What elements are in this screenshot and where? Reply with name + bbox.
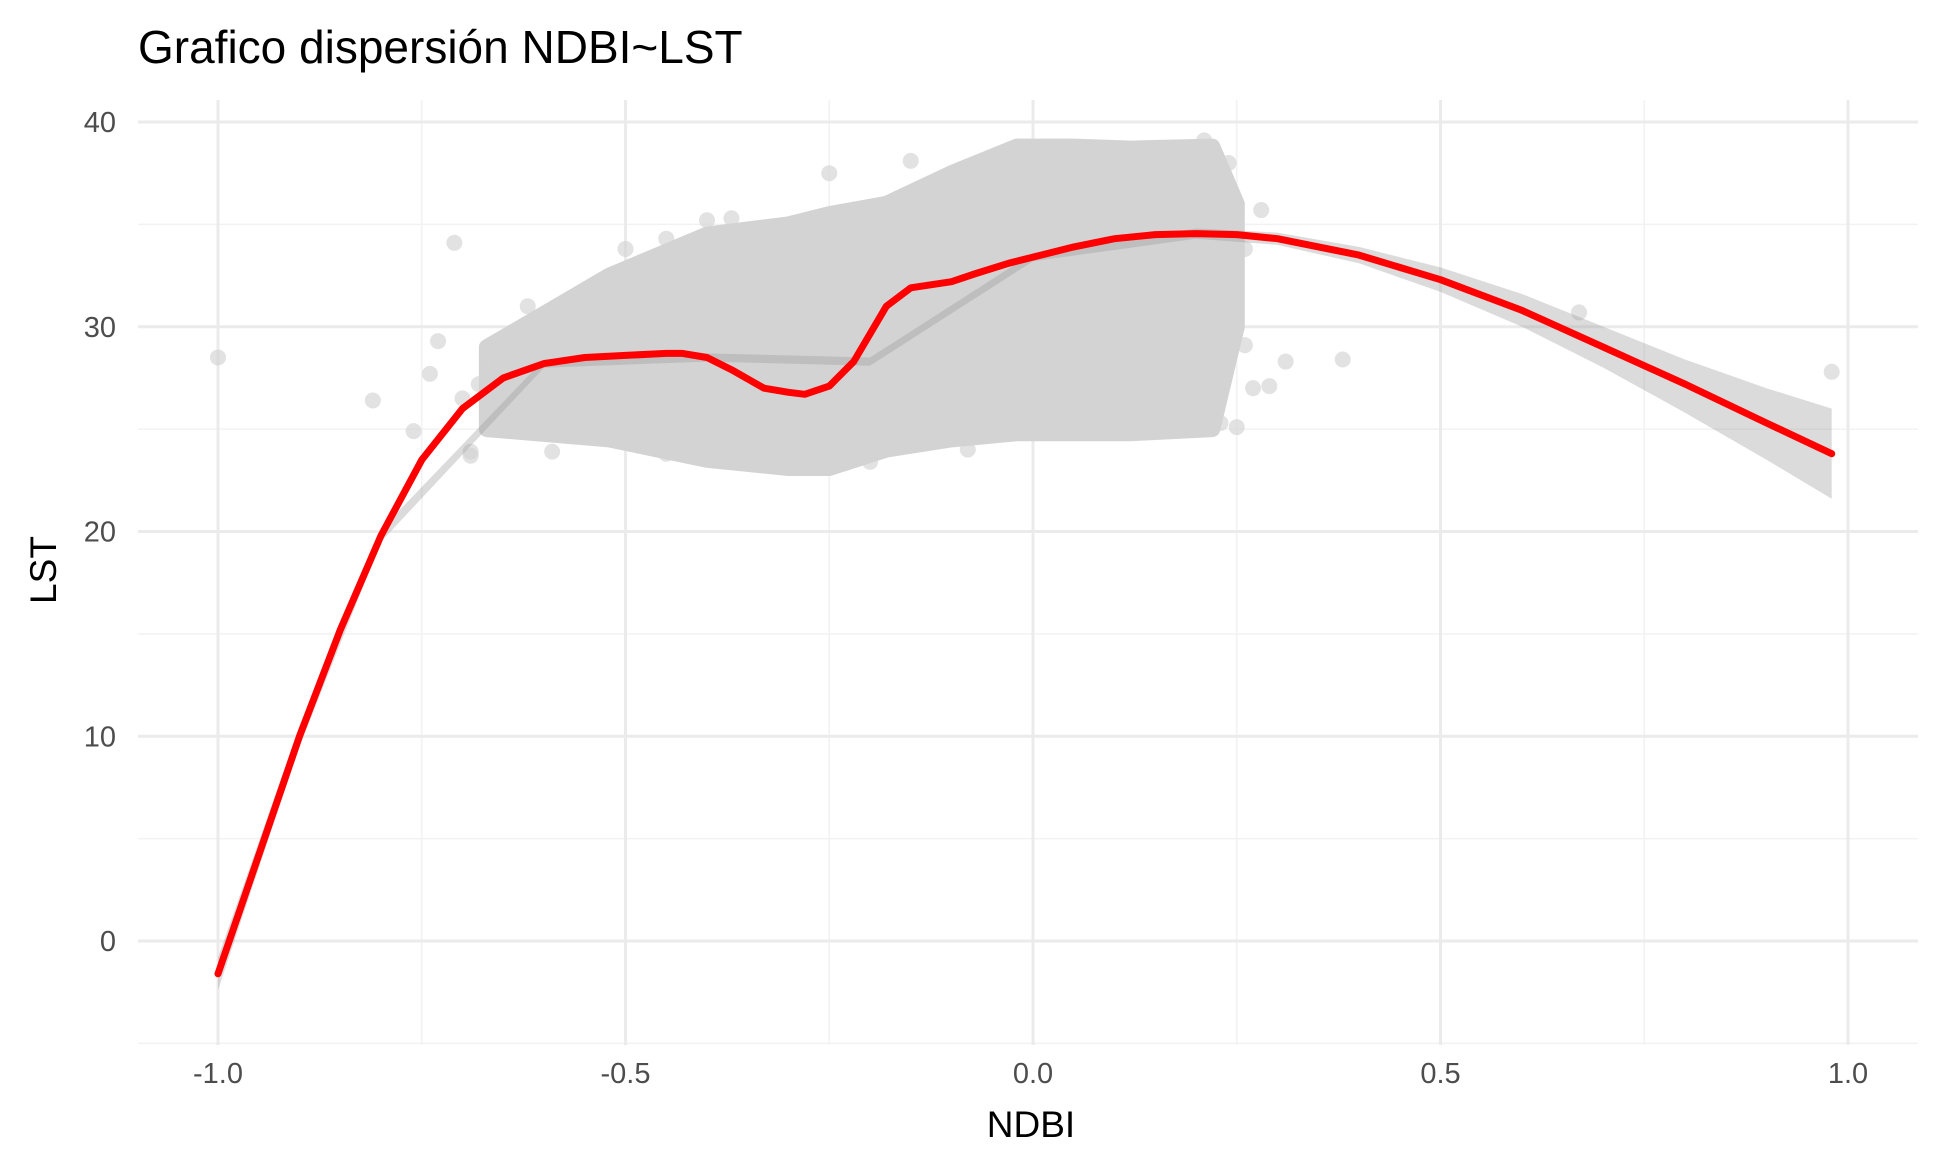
scatter-point — [1204, 339, 1221, 356]
scatter-point — [1571, 304, 1588, 321]
scatter-point — [1212, 414, 1229, 431]
scatter-point — [519, 298, 536, 315]
scatter-point — [1236, 337, 1253, 354]
y-tick-label: 40 — [84, 107, 116, 139]
scatter-point — [1212, 277, 1229, 294]
x-tick-label: -0.5 — [601, 1058, 651, 1090]
scatter-point — [470, 376, 487, 393]
x-tick-label: 0.0 — [1013, 1058, 1053, 1090]
scatter-point — [519, 400, 536, 417]
scatter-point — [1171, 318, 1188, 335]
scatter-point — [959, 441, 976, 458]
scatter-point — [364, 392, 381, 409]
scatter-point — [658, 230, 675, 247]
scatter-point — [1245, 380, 1262, 397]
y-tick-label: 10 — [84, 721, 116, 753]
y-tick-label: 0 — [100, 926, 116, 958]
scatter-point — [1147, 421, 1164, 438]
scatter-point — [1823, 363, 1840, 380]
scatter-point — [902, 152, 919, 169]
scatter-point — [1236, 240, 1253, 257]
y-tick-label: 20 — [84, 517, 116, 549]
y-axis-title: LST — [23, 536, 64, 604]
scatter-point — [821, 165, 838, 182]
scatter-point — [495, 359, 512, 376]
scatter-point — [1277, 353, 1294, 370]
scatter-point — [1253, 202, 1270, 219]
scatter-point — [1196, 132, 1213, 149]
chart-title: Grafico dispersión NDBI~LST — [138, 21, 743, 73]
smooth-curve-group — [214, 230, 1836, 978]
scatter-point — [699, 212, 715, 229]
scatter-point — [421, 365, 438, 382]
y-axis-ticks: 0 10 20 30 40 — [84, 107, 116, 958]
scatter-point — [658, 445, 675, 462]
scatter-point — [503, 382, 520, 399]
scatter-point — [1334, 351, 1351, 368]
x-tick-label: -1.0 — [193, 1058, 243, 1090]
scatter-point — [210, 349, 226, 366]
scatter-point — [405, 423, 422, 440]
smooth-curve-line — [214, 230, 1836, 978]
scatter-point — [511, 423, 528, 440]
scatter-point — [723, 210, 740, 227]
scatter-point — [446, 234, 463, 251]
scatter-point — [1220, 349, 1237, 366]
scatter-point — [544, 443, 561, 460]
scatter-point — [1188, 390, 1204, 407]
y-tick-label: 30 — [84, 312, 116, 344]
scatter-point — [536, 337, 552, 354]
scatter-point — [617, 240, 634, 257]
scatter-point — [462, 443, 479, 460]
x-axis-title: NDBI — [987, 1104, 1075, 1145]
x-tick-label: 1.0 — [1828, 1058, 1868, 1090]
x-axis-ticks: -1.0 -0.5 0.0 0.5 1.0 — [193, 1058, 1868, 1090]
point-cloud — [478, 138, 1245, 476]
scatter-point — [511, 333, 528, 350]
scatter-point — [1228, 419, 1245, 436]
x-tick-label: 0.5 — [1420, 1058, 1460, 1090]
scatter-point — [1261, 378, 1278, 395]
scatter-point — [1220, 154, 1237, 171]
scatter-point — [862, 453, 878, 470]
scatter-points — [210, 132, 1840, 470]
dense-point-cloud — [478, 138, 1245, 476]
scatter-point — [430, 333, 447, 350]
